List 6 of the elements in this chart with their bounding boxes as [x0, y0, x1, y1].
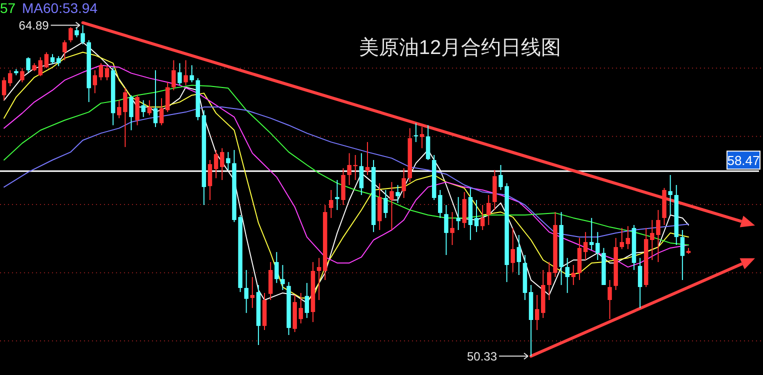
text: 美原油12月合约日线图 — [358, 36, 562, 59]
text: MA60:53.94 — [22, 0, 98, 16]
ref-line-label: 58.47 — [727, 153, 760, 168]
annotation: 50.33 — [466, 349, 498, 364]
annotation: 64.89 — [18, 18, 50, 32]
text: 57 — [0, 0, 16, 16]
